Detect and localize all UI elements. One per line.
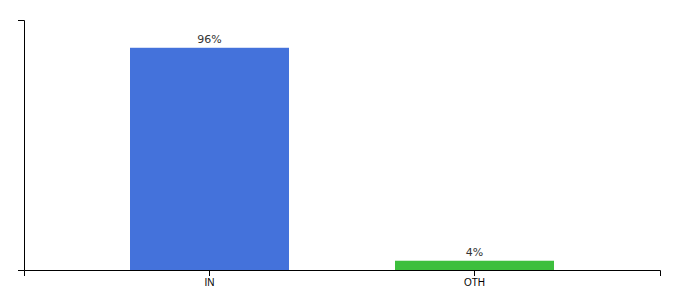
plot: IN OTH 96% 4%	[18, 21, 661, 289]
bar	[395, 261, 554, 270]
x-tick-label: IN	[205, 277, 215, 288]
data-label: 4%	[466, 246, 483, 259]
data-labels: 96% 4%	[197, 33, 483, 259]
x-axis: IN OTH	[25, 270, 661, 288]
data-label: 96%	[197, 33, 221, 46]
bar	[130, 48, 289, 270]
x-tick-mark	[209, 270, 210, 276]
x-tick: IN	[205, 270, 215, 288]
x-tick: OTH	[464, 270, 485, 288]
x-axis-line	[25, 271, 661, 277]
y-axis	[18, 21, 25, 271]
bars	[130, 48, 554, 270]
chart-svg: IN OTH 96% 4%	[0, 0, 680, 300]
chart-container: IN OTH 96% 4%	[0, 0, 680, 300]
x-tick-mark	[474, 270, 475, 276]
y-axis-line	[18, 21, 25, 271]
x-tick-label: OTH	[464, 277, 485, 288]
